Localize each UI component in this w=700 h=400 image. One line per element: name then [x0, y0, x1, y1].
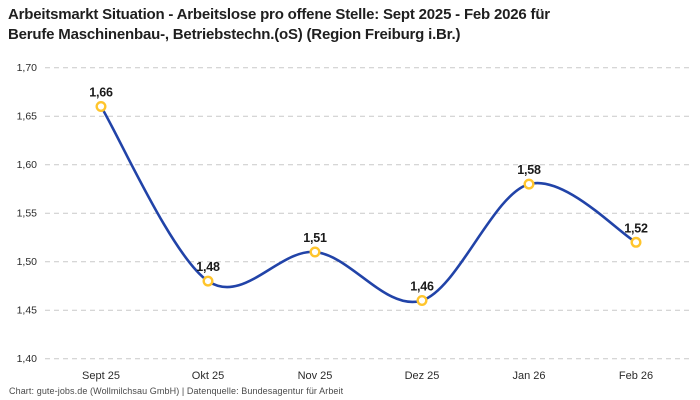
data-point-marker [416, 295, 428, 307]
data-point-marker [630, 236, 642, 248]
data-line-series [99, 105, 638, 304]
x-axis-tick-label: Jan 26 [512, 370, 545, 382]
chart-title-line1: Arbeitsmarkt Situation - Arbeitslose pro… [8, 6, 550, 23]
data-point-label: 1,52 [624, 221, 648, 235]
data-point-marker [309, 246, 321, 258]
data-point-label: 1,48 [196, 260, 220, 274]
data-point-marker [95, 100, 107, 112]
x-axis-tick-label: Sept 25 [82, 370, 120, 382]
x-axis-tick-label: Feb 26 [619, 370, 653, 382]
y-axis-tick-label: 1,60 [17, 159, 38, 171]
y-axis-tick-label: 1,65 [17, 111, 38, 123]
x-axis-tick-label: Okt 25 [192, 370, 224, 382]
y-axis-tick-label: 1,40 [17, 353, 38, 365]
data-point-label: 1,51 [303, 231, 327, 245]
x-axis-tick-label: Dez 25 [405, 370, 440, 382]
y-axis-tick-label: 1,55 [17, 208, 38, 220]
x-axis-tick-label: Nov 25 [298, 370, 333, 382]
data-point-label: 1,66 [89, 86, 113, 100]
y-axis-tick-label: 1,70 [17, 62, 38, 74]
y-axis-tick-label: 1,45 [17, 305, 38, 317]
y-axis-tick-label: 1,50 [17, 256, 38, 268]
data-point-marker [202, 275, 214, 287]
chart-title-line2: Berufe Maschinenbau-, Betriebstechn.(oS)… [8, 26, 461, 43]
data-point-label: 1,46 [410, 280, 434, 294]
chart-title: Arbeitsmarkt Situation - Arbeitslose pro… [8, 5, 692, 45]
chart-source-note: Chart: gute-jobs.de (Wollmilchsau GmbH) … [9, 386, 344, 396]
data-point-marker [523, 178, 535, 190]
data-point-label: 1,58 [517, 163, 541, 177]
